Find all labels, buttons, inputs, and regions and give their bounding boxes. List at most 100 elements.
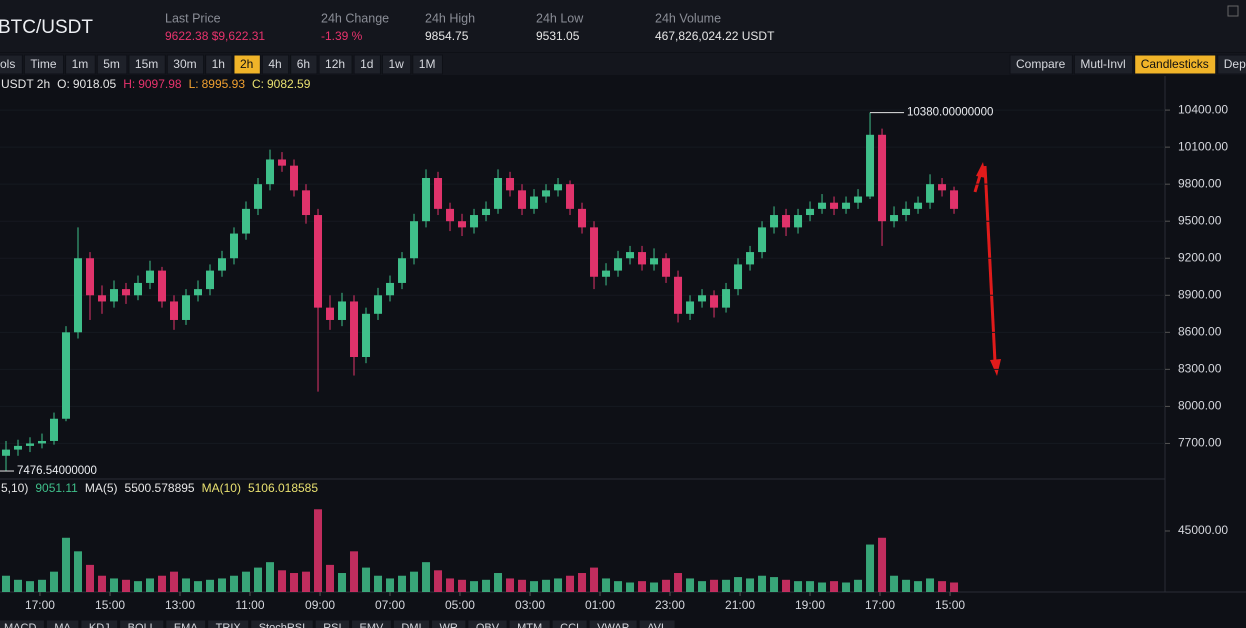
button-label[interactable]: Candlesticks: [1141, 57, 1209, 71]
tab-label[interactable]: OBV: [476, 622, 500, 628]
button-bg[interactable]: [166, 54, 205, 75]
button-bg[interactable]: [128, 54, 166, 75]
indicator-tab[interactable]: AVL: [638, 619, 676, 628]
button-label[interactable]: 1M: [419, 57, 436, 71]
tab-label[interactable]: RSI: [323, 622, 341, 628]
toolbar-button[interactable]: Compare: [1009, 54, 1073, 75]
tab-label[interactable]: VWAP: [597, 622, 629, 628]
tab-bg[interactable]: [551, 619, 588, 628]
indicator-tab[interactable]: MACD: [0, 619, 45, 628]
button-label[interactable]: 1h: [212, 57, 225, 71]
tab-bg[interactable]: [431, 619, 467, 628]
toolbar-button[interactable]: 12h: [318, 54, 353, 75]
tab-bg[interactable]: [80, 619, 119, 628]
toolbar-button[interactable]: Candlesticks: [1134, 54, 1217, 75]
indicator-tab[interactable]: BOLL: [119, 619, 165, 628]
tab-bg[interactable]: [467, 619, 508, 628]
tab-label[interactable]: TRIX: [216, 622, 242, 628]
tab-label[interactable]: MTM: [517, 622, 542, 628]
button-label[interactable]: 1d: [360, 57, 373, 71]
button-bg[interactable]: [205, 54, 233, 75]
tab-label[interactable]: AVL: [647, 622, 667, 628]
button-label[interactable]: Mutl-Invl: [1080, 57, 1125, 71]
toolbar-button[interactable]: 4h: [261, 54, 290, 75]
button-label[interactable]: Dep: [1224, 57, 1246, 71]
toolbar-button[interactable]: ols: [0, 54, 23, 75]
button-label[interactable]: 1w: [388, 57, 404, 71]
button-label[interactable]: 5m: [103, 57, 120, 71]
tab-bg[interactable]: [45, 619, 80, 628]
button-label[interactable]: 4h: [268, 57, 281, 71]
button-bg[interactable]: [318, 54, 353, 75]
tab-label[interactable]: CCI: [560, 622, 579, 628]
toolbar-button[interactable]: 1M: [412, 54, 443, 75]
button-label[interactable]: 12h: [325, 57, 345, 71]
indicator-tab[interactable]: OBV: [467, 619, 508, 628]
toolbar-button[interactable]: 2h: [233, 54, 261, 75]
button-bg[interactable]: [1073, 54, 1134, 75]
toolbar-button[interactable]: 5m: [96, 54, 128, 75]
toolbar-button[interactable]: Time: [23, 54, 65, 75]
button-label[interactable]: 1m: [72, 57, 89, 71]
button-bg[interactable]: [290, 54, 318, 75]
indicator-tab[interactable]: EMA: [165, 619, 207, 628]
toolbar-button[interactable]: 1m: [65, 54, 96, 75]
button-label[interactable]: 6h: [297, 57, 310, 71]
button-bg[interactable]: [1134, 54, 1217, 75]
button-label[interactable]: ols: [0, 57, 15, 71]
button-bg[interactable]: [96, 54, 128, 75]
toolbar-button[interactable]: 15m: [128, 54, 166, 75]
button-bg[interactable]: [381, 54, 412, 75]
indicator-tab[interactable]: StochRSI: [250, 619, 314, 628]
button-bg[interactable]: [0, 54, 23, 75]
button-label[interactable]: 2h: [240, 57, 253, 71]
button-bg[interactable]: [1009, 54, 1073, 75]
tab-bg[interactable]: [0, 619, 45, 628]
indicator-tab[interactable]: DMI: [392, 619, 431, 628]
indicator-tab[interactable]: EMV: [351, 619, 392, 628]
tab-bg[interactable]: [588, 619, 638, 628]
button-label[interactable]: 30m: [173, 57, 196, 71]
tab-bg[interactable]: [638, 619, 676, 628]
toolbar-button[interactable]: 1h: [205, 54, 233, 75]
button-label[interactable]: Compare: [1016, 57, 1066, 71]
tab-label[interactable]: WR: [440, 622, 458, 628]
button-bg[interactable]: [233, 54, 261, 75]
tab-label[interactable]: MACD: [4, 622, 36, 628]
indicator-tab[interactable]: MA: [45, 619, 80, 628]
tab-label[interactable]: MA: [54, 622, 71, 628]
toolbar-button[interactable]: 1d: [353, 54, 381, 75]
tab-bg[interactable]: [392, 619, 431, 628]
tab-label[interactable]: EMA: [174, 622, 199, 628]
toolbar-button[interactable]: Mutl-Invl: [1073, 54, 1134, 75]
tab-label[interactable]: KDJ: [89, 622, 110, 628]
tab-label[interactable]: StochRSI: [259, 622, 305, 628]
tab-label[interactable]: DMI: [401, 622, 421, 628]
toolbar-button[interactable]: Dep: [1217, 54, 1246, 75]
button-bg[interactable]: [412, 54, 443, 75]
button-bg[interactable]: [65, 54, 96, 75]
tab-bg[interactable]: [250, 619, 314, 628]
toolbar-button[interactable]: 30m: [166, 54, 205, 75]
toolbar-button[interactable]: 1w: [381, 54, 412, 75]
indicator-tab[interactable]: RSI: [314, 619, 351, 628]
button-label[interactable]: Time: [30, 57, 57, 71]
button-bg[interactable]: [23, 54, 65, 75]
tab-bg[interactable]: [314, 619, 351, 628]
tab-bg[interactable]: [207, 619, 250, 628]
button-bg[interactable]: [353, 54, 381, 75]
button-bg[interactable]: [261, 54, 290, 75]
indicator-tab[interactable]: KDJ: [80, 619, 119, 628]
indicator-tab[interactable]: WR: [431, 619, 467, 628]
button-label[interactable]: 15m: [135, 57, 158, 71]
tab-label[interactable]: EMV: [360, 622, 385, 628]
tab-bg[interactable]: [119, 619, 165, 628]
button-bg[interactable]: [1217, 54, 1246, 75]
window-button[interactable]: [1227, 5, 1239, 17]
indicator-tab[interactable]: MTM: [508, 619, 551, 628]
tab-label[interactable]: BOLL: [128, 622, 156, 628]
toolbar-button[interactable]: 6h: [290, 54, 318, 75]
indicator-tab[interactable]: TRIX: [207, 619, 250, 628]
tab-bg[interactable]: [508, 619, 551, 628]
tab-bg[interactable]: [351, 619, 392, 628]
